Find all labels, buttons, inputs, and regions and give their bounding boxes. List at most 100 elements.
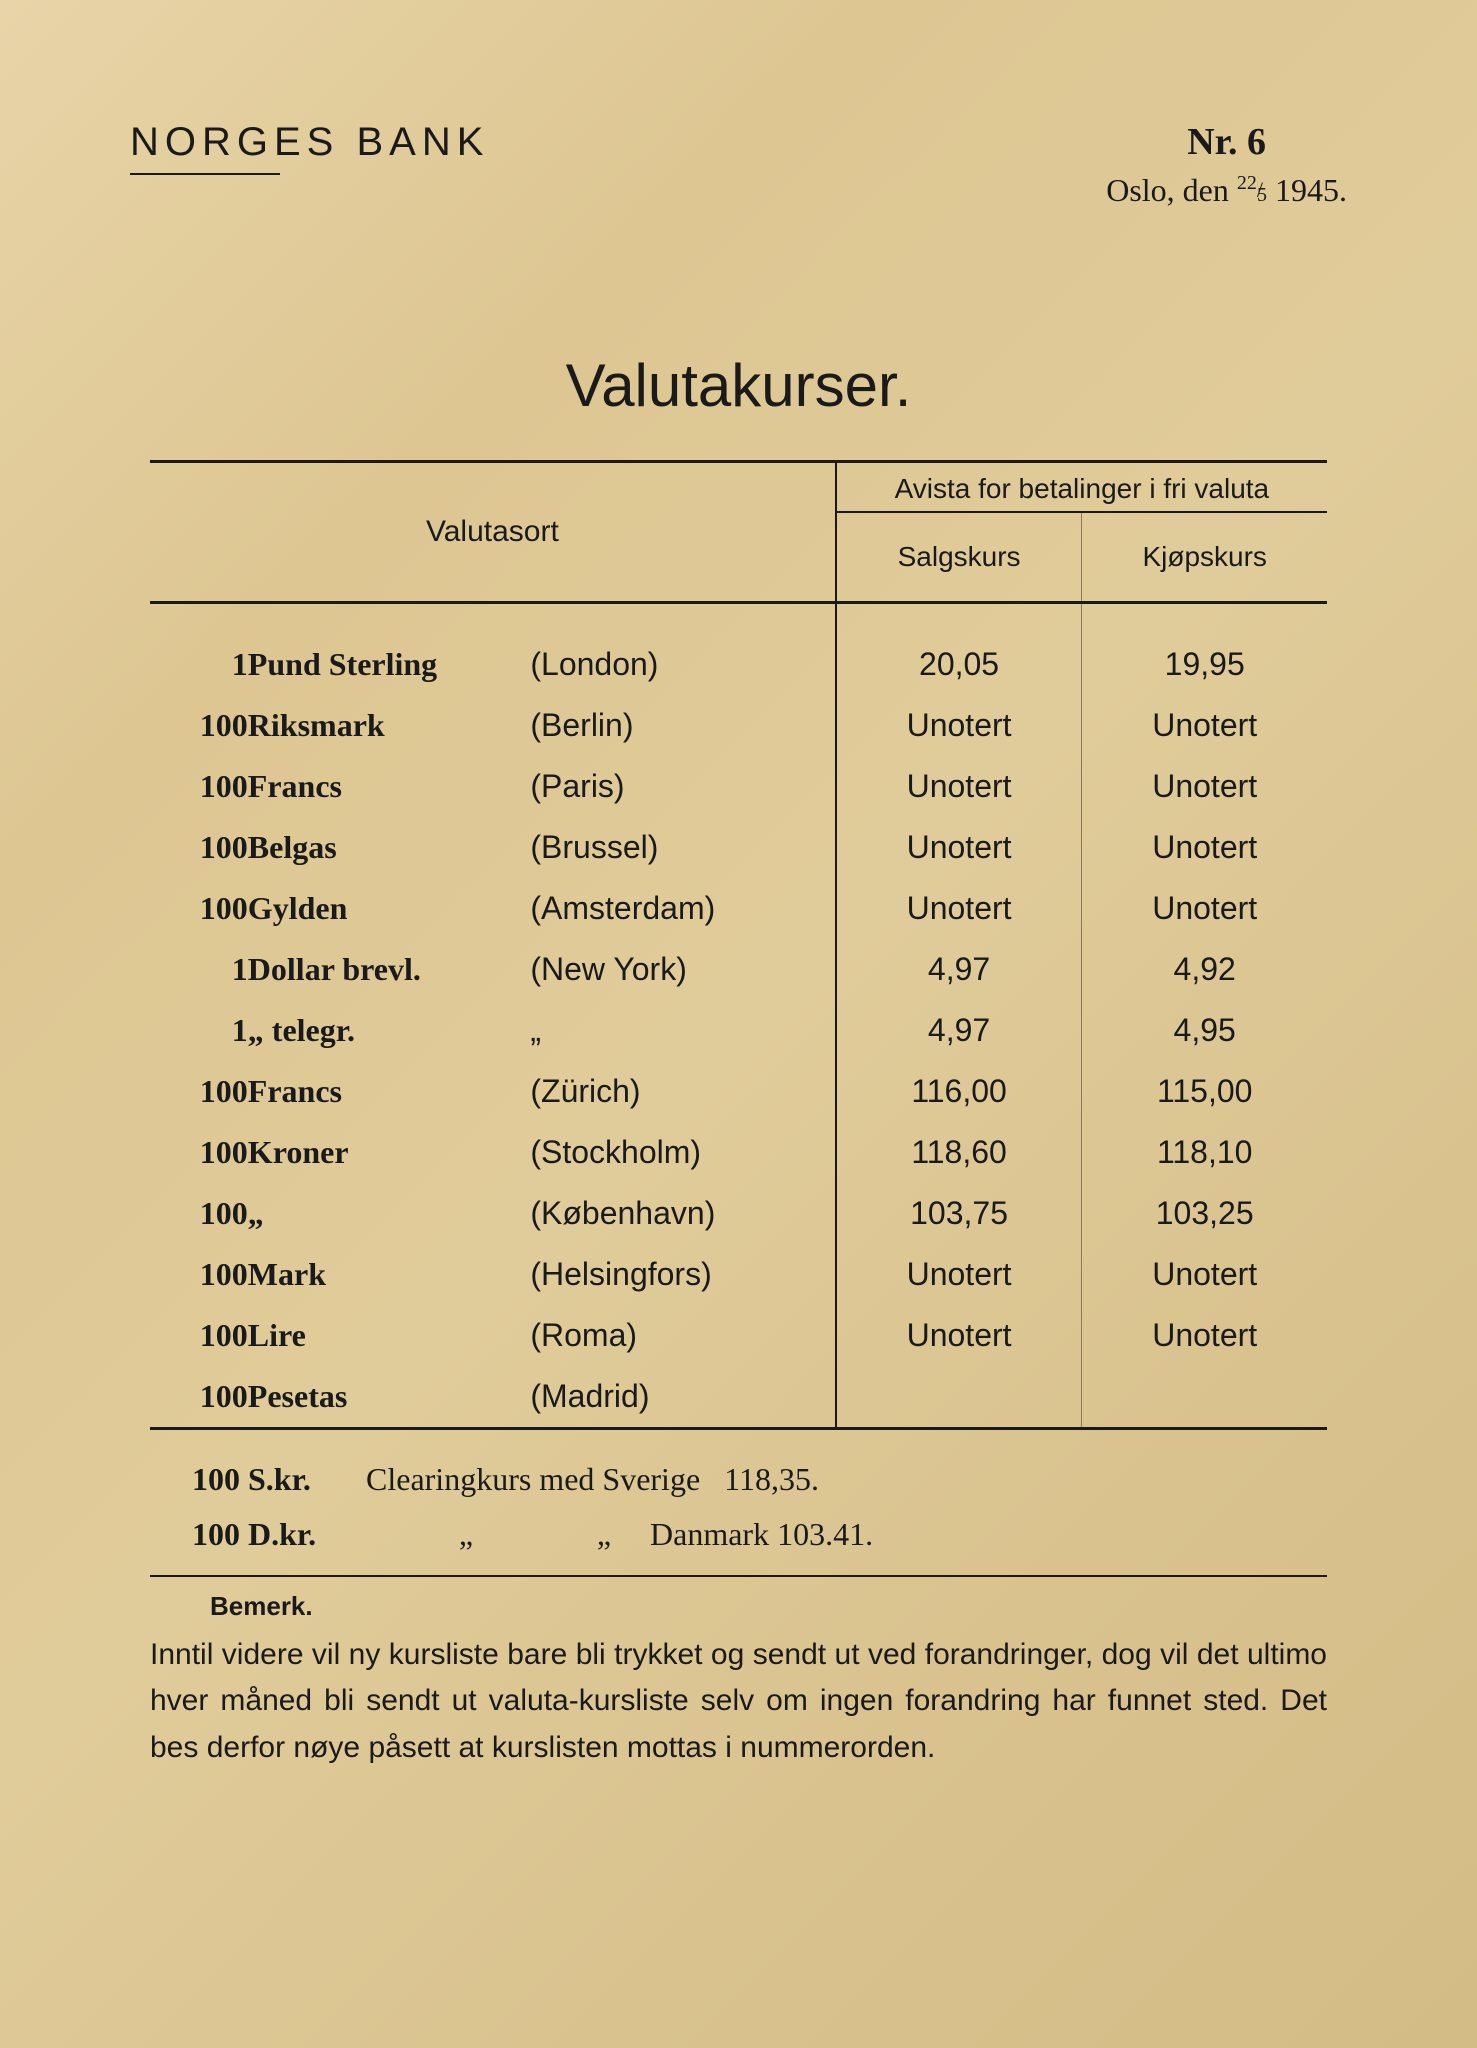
col-avista: Avista for betalinger i fri valuta <box>836 462 1327 513</box>
row-qty: 100 <box>150 817 248 878</box>
clearing-line-2: 100 D.kr. „ „ Danmark 103.41. <box>150 1507 1327 1561</box>
row-salgskurs: Unotert <box>836 1244 1082 1305</box>
page-title: Valutakurser. <box>130 351 1347 420</box>
row-city: (Brussel) <box>530 817 835 878</box>
rates-table: Valutasort Avista for betalinger i fri v… <box>150 460 1327 1430</box>
clearing-block: 100 S.kr. Clearingkurs med Sverige 118,3… <box>150 1452 1327 1561</box>
table-row: 1Dollar brevl.(New York)4,974,92 <box>150 939 1327 1000</box>
table-row: 100Pesetas(Madrid) <box>150 1366 1327 1429</box>
bank-name: NORGES BANK <box>130 120 489 165</box>
date-city: Oslo, den <box>1106 172 1229 208</box>
row-salgskurs <box>836 1366 1082 1429</box>
row-city: (Roma) <box>530 1305 835 1366</box>
row-qty: 1 <box>150 939 248 1000</box>
row-qty: 100 <box>150 695 248 756</box>
clearing2-cur: D.kr. <box>248 1507 358 1561</box>
row-salgskurs: Unotert <box>836 695 1082 756</box>
table-row: 100Mark(Helsingfors)UnotertUnotert <box>150 1244 1327 1305</box>
row-city: (Amsterdam) <box>530 878 835 939</box>
clearing2-qty: 100 <box>150 1507 240 1561</box>
row-salgskurs: 103,75 <box>836 1183 1082 1244</box>
row-currency: Pund Sterling <box>248 634 531 695</box>
date-month: 5 <box>1257 184 1267 206</box>
row-currency: Pesetas <box>248 1366 531 1429</box>
col-valutasort: Valutasort <box>150 462 836 603</box>
clearing2-ditto1: „ <box>366 1507 566 1561</box>
row-currency: Kroner <box>248 1122 531 1183</box>
row-city: (Madrid) <box>530 1366 835 1429</box>
row-city: „ <box>530 1000 835 1061</box>
row-salgskurs: Unotert <box>836 878 1082 939</box>
date-fraction: 22/5 <box>1237 172 1267 207</box>
row-city: (Stockholm) <box>530 1122 835 1183</box>
row-kjopskurs: Unotert <box>1082 817 1327 878</box>
row-city: (Helsingfors) <box>530 1244 835 1305</box>
row-kjopskurs: 115,00 <box>1082 1061 1327 1122</box>
clearing2-ditto2: „ <box>574 1507 634 1561</box>
row-kjopskurs: 4,95 <box>1082 1000 1327 1061</box>
row-currency: Belgas <box>248 817 531 878</box>
table-row: 100Belgas(Brussel)UnotertUnotert <box>150 817 1327 878</box>
row-qty: 100 <box>150 1305 248 1366</box>
clearing1-cur: S.kr. <box>248 1452 358 1506</box>
row-salgskurs: Unotert <box>836 817 1082 878</box>
row-currency: Dollar brevl. <box>248 939 531 1000</box>
row-qty: 100 <box>150 1061 248 1122</box>
row-salgskurs: Unotert <box>836 1305 1082 1366</box>
clearing-line-1: 100 S.kr. Clearingkurs med Sverige 118,3… <box>150 1452 1327 1506</box>
clearing2-country: Danmark <box>650 1516 769 1552</box>
issue-number: Nr. 6 <box>1106 120 1347 164</box>
date-day: 22 <box>1237 172 1257 194</box>
header-right: Nr. 6 Oslo, den 22/5 1945. <box>1106 120 1347 211</box>
clearing2-val: 103.41. <box>777 1516 873 1552</box>
table-row: 1„ telegr.„4,974,95 <box>150 1000 1327 1061</box>
col-salgskurs: Salgskurs <box>836 512 1082 603</box>
row-salgskurs: 20,05 <box>836 634 1082 695</box>
row-kjopskurs <box>1082 1366 1327 1429</box>
clearing1-qty: 100 <box>150 1452 240 1506</box>
bank-name-underline <box>130 173 280 175</box>
row-city: (Zürich) <box>530 1061 835 1122</box>
row-qty: 100 <box>150 1366 248 1429</box>
row-currency: Lire <box>248 1305 531 1366</box>
document-page: NORGES BANK Nr. 6 Oslo, den 22/5 1945. V… <box>0 0 1477 2048</box>
row-salgskurs: 4,97 <box>836 939 1082 1000</box>
row-currency: Francs <box>248 756 531 817</box>
table-row: 100Riksmark(Berlin)UnotertUnotert <box>150 695 1327 756</box>
clearing1-val: 118,35. <box>724 1461 819 1497</box>
row-kjopskurs: Unotert <box>1082 1305 1327 1366</box>
row-qty: 100 <box>150 756 248 817</box>
row-qty: 100 <box>150 1183 248 1244</box>
row-kjopskurs: 118,10 <box>1082 1122 1327 1183</box>
row-qty: 1 <box>150 634 248 695</box>
table-row: 100Francs(Zürich)116,00115,00 <box>150 1061 1327 1122</box>
row-currency: „ telegr. <box>248 1000 531 1061</box>
clearing1-text: Clearingkurs med Sverige <box>366 1461 700 1497</box>
rates-table-wrap: Valutasort Avista for betalinger i fri v… <box>150 460 1327 1430</box>
row-kjopskurs: 4,92 <box>1082 939 1327 1000</box>
nr-label: Nr. <box>1187 121 1237 163</box>
row-currency: Mark <box>248 1244 531 1305</box>
table-row: 100„(København)103,75103,25 <box>150 1183 1327 1244</box>
row-kjopskurs: Unotert <box>1082 695 1327 756</box>
row-kjopskurs: Unotert <box>1082 878 1327 939</box>
row-salgskurs: 116,00 <box>836 1061 1082 1122</box>
row-qty: 100 <box>150 1244 248 1305</box>
row-qty: 100 <box>150 1122 248 1183</box>
row-city: (København) <box>530 1183 835 1244</box>
row-city: (London) <box>530 634 835 695</box>
row-qty: 100 <box>150 878 248 939</box>
table-row: 100Gylden(Amsterdam)UnotertUnotert <box>150 878 1327 939</box>
issue-date: Oslo, den 22/5 1945. <box>1106 172 1347 211</box>
row-kjopskurs: Unotert <box>1082 1244 1327 1305</box>
table-row: 100Francs(Paris)UnotertUnotert <box>150 756 1327 817</box>
row-salgskurs: 118,60 <box>836 1122 1082 1183</box>
row-salgskurs: Unotert <box>836 756 1082 817</box>
note-text: Inntil videre vil ny kursliste bare bli … <box>150 1632 1327 1772</box>
row-currency: Gylden <box>248 878 531 939</box>
row-kjopskurs: Unotert <box>1082 756 1327 817</box>
date-year: 1945. <box>1275 172 1347 208</box>
nr-value: 6 <box>1247 121 1266 163</box>
row-kjopskurs: 103,25 <box>1082 1183 1327 1244</box>
row-city: (Paris) <box>530 756 835 817</box>
